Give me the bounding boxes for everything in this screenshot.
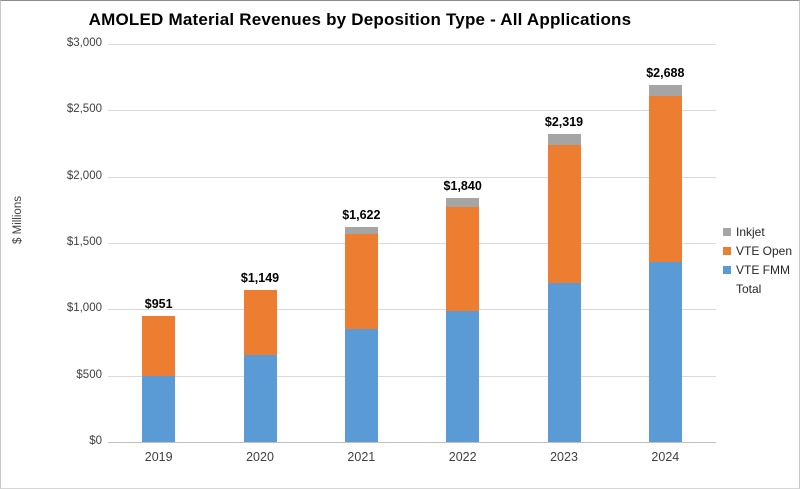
bar-stack-2022	[446, 197, 480, 442]
legend-entry-vte-open: VTE Open	[723, 241, 792, 260]
x-tick-label: 2022	[448, 450, 477, 464]
legend-entry-label: Total	[736, 281, 762, 296]
legend: Inkjet VTE Open VTE FMM Total	[723, 222, 792, 298]
bar-stack-2020	[243, 289, 277, 442]
bar-segment-inkjet	[344, 226, 378, 234]
y-tick-label: $1,500	[66, 236, 102, 248]
gridline	[108, 110, 716, 112]
y-tick-label: $2,000	[66, 169, 102, 182]
gridline	[108, 44, 716, 45]
bar-segment-vte-open	[344, 233, 378, 330]
bar-segment-vte-fmm	[648, 262, 682, 442]
bar-total-label: $1,840	[443, 178, 482, 193]
x-tick-label: 2024	[651, 450, 680, 464]
chart-title: AMOLED Material Revenues by Deposition T…	[88, 10, 632, 29]
gridline	[108, 243, 716, 244]
bar-segment-vte-open	[648, 96, 682, 263]
legend-marker-icon	[723, 246, 731, 255]
x-tick-label: 2020	[246, 450, 274, 464]
gridline	[108, 309, 716, 311]
bar-segment-vte-fmm	[243, 355, 277, 442]
x-axis-line	[108, 442, 716, 443]
bar-stack-2019	[142, 315, 176, 442]
bar-total-label: $1,149	[240, 270, 280, 285]
gridline	[108, 176, 716, 178]
bar-stack-2024	[648, 85, 682, 442]
legend-entry-label: Inkjet	[736, 224, 765, 239]
y-tick-label: $2,500	[66, 103, 102, 116]
bar-segment-vte-fmm	[547, 282, 581, 442]
bar-segment-vte-fmm	[446, 310, 480, 442]
legend-marker-icon	[723, 265, 731, 274]
plot-area: $951 $1,149 $1,622 $1,840 $2,319 $2,688	[108, 44, 716, 443]
bar-segment-vte-open	[446, 207, 480, 311]
legend-marker-icon	[723, 227, 731, 236]
x-tick-label: 2021	[347, 450, 376, 464]
bar-segment-inkjet	[648, 85, 682, 97]
x-tick-label: 2019	[144, 450, 173, 464]
y-axis-title: $ Millions	[12, 196, 24, 244]
bar-stack-2023	[547, 134, 581, 442]
bar-stack-2021	[344, 226, 378, 442]
y-tick-label: $500	[76, 368, 102, 381]
bar-segment-inkjet	[547, 134, 581, 145]
legend-entry-label: VTE Open	[736, 243, 793, 258]
gridline	[108, 375, 716, 377]
bar-segment-vte-open	[547, 144, 581, 283]
y-tick-label: $0	[89, 435, 102, 447]
y-tick-label: $1,000	[66, 302, 102, 315]
bar-total-label: $951	[144, 296, 173, 311]
y-tick-label: $3,000	[66, 37, 102, 49]
bar-total-label: $1,622	[342, 207, 381, 222]
bar-segment-vte-open	[243, 289, 277, 356]
bar-segment-vte-open	[142, 315, 176, 377]
bar-segment-vte-fmm	[344, 329, 378, 442]
legend-entry-vte-fmm: VTE FMM	[723, 260, 792, 279]
legend-entry-total: Total	[723, 279, 792, 298]
legend-entry-inkjet: Inkjet	[723, 222, 792, 241]
x-tick-label: 2023	[550, 450, 578, 464]
legend-entry-label: VTE FMM	[736, 262, 790, 277]
bar-total-label: $2,688	[646, 66, 685, 81]
bar-total-label: $2,319	[544, 115, 584, 130]
bar-segment-inkjet	[446, 197, 480, 208]
bar-segment-vte-fmm	[142, 376, 176, 442]
